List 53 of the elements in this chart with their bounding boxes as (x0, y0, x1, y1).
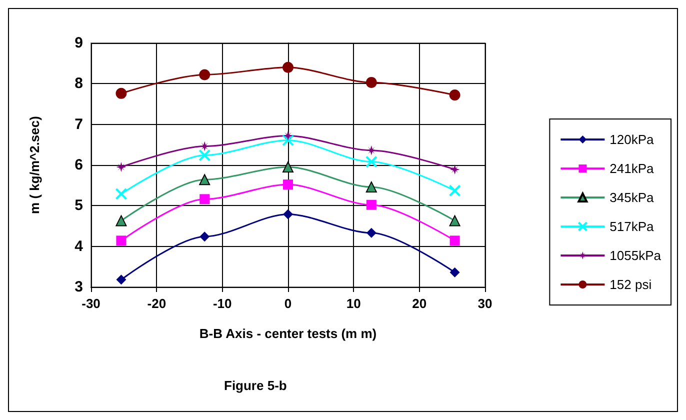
legend-label: 120kPa (610, 132, 655, 147)
point (116, 215, 127, 226)
point (365, 156, 378, 168)
point (283, 130, 293, 141)
y-tick-label: 8 (74, 75, 83, 92)
y-tick-label: 6 (74, 156, 83, 174)
x-tick-label: 20 (412, 296, 427, 311)
point (199, 174, 210, 186)
point (450, 236, 460, 246)
point (283, 180, 293, 190)
x-tick-label: -30 (82, 296, 100, 311)
point (366, 200, 376, 210)
x-tick-label: 10 (346, 296, 361, 311)
y-tick-label: 9 (74, 34, 83, 52)
point (282, 162, 294, 173)
point (199, 69, 210, 80)
x-axis-title: B-B Axis - center tests (m m) (199, 326, 377, 341)
point (450, 164, 460, 174)
point (282, 62, 294, 73)
point (449, 90, 460, 101)
point (116, 88, 127, 99)
x-tick-label: 0 (284, 296, 292, 311)
point (198, 149, 211, 162)
y-axis-title: m ( kg/m^2.sec) (27, 116, 42, 214)
point (282, 134, 294, 146)
y-tick-label: 7 (74, 116, 83, 133)
point (116, 236, 126, 246)
y-tick-label: 4 (74, 238, 84, 255)
y-tick-label: 3 (74, 278, 83, 296)
legend-label: 1055kPa (610, 248, 662, 263)
x-tick-label: -20 (147, 296, 166, 311)
y-tick-label: 5 (74, 197, 83, 214)
point (116, 162, 126, 172)
point (200, 141, 210, 152)
legend-label: 241kPa (610, 161, 655, 176)
legend-label: 517kPa (610, 219, 655, 234)
point (200, 232, 210, 242)
caption: Figure 5-b (224, 378, 287, 393)
legend-label: 152 psi (610, 277, 652, 292)
x-tick-label: -10 (212, 296, 232, 311)
point (449, 215, 460, 226)
legend-label: 345kPa (610, 190, 655, 205)
point (283, 209, 293, 220)
point (115, 188, 128, 200)
point (366, 145, 376, 156)
point (366, 76, 377, 88)
point (366, 228, 376, 238)
point (200, 194, 210, 204)
point (116, 274, 126, 285)
x-tick-label: 30 (478, 296, 492, 311)
point (448, 184, 461, 197)
point (366, 181, 377, 192)
point (450, 267, 460, 278)
